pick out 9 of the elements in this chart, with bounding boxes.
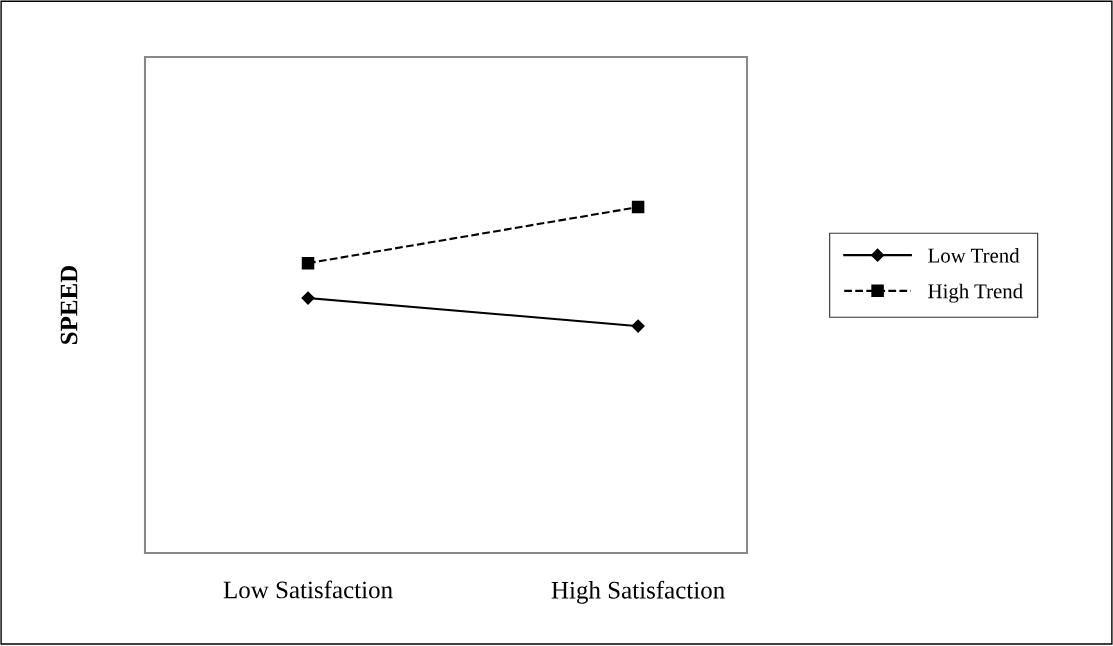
- point: [301, 291, 315, 305]
- x-tick-label: High Satisfaction: [551, 580, 725, 604]
- x-tick-label: Low Satisfaction: [223, 580, 393, 599]
- legend-label: High Trend: [928, 283, 1023, 303]
- point: [301, 256, 315, 270]
- legend-label: Low Trend: [928, 247, 1020, 263]
- point: [631, 319, 645, 333]
- point: [631, 200, 645, 214]
- y-axis-title: SPEED: [60, 265, 78, 344]
